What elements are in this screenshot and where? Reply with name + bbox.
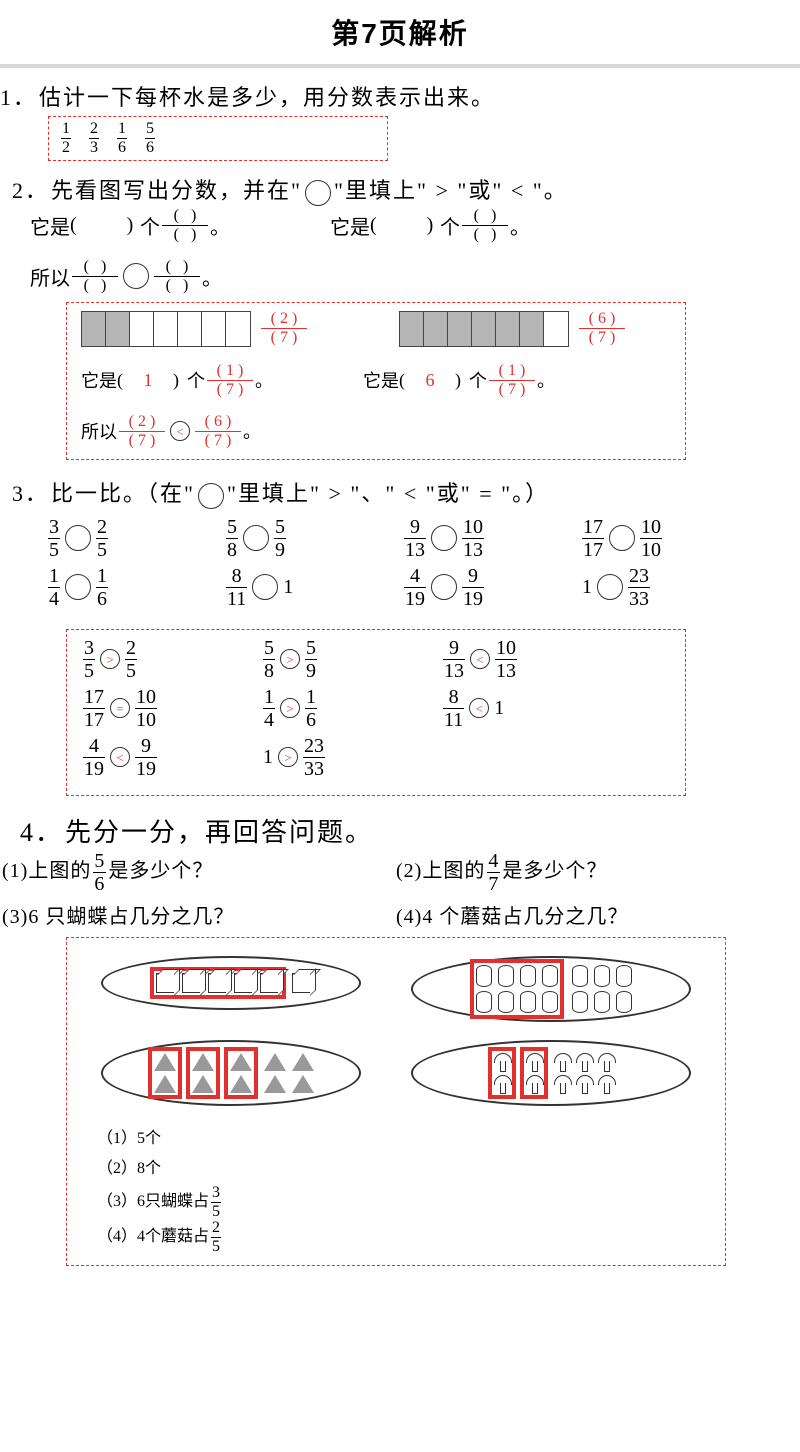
period: 。: [243, 418, 261, 444]
q3-item: 1416: [46, 566, 216, 609]
q4-ans-4: （4）4个蘑菇占25: [97, 1220, 711, 1255]
q3-item: 3525: [46, 517, 216, 560]
label-ge: 个: [187, 367, 205, 393]
q1-answer-box: 12231656: [48, 116, 388, 161]
q3-item: 9131013: [402, 517, 572, 560]
q3-ans-item: 913<1013: [441, 638, 581, 681]
question-4: 4．先分一分，再回答问题。: [0, 810, 800, 851]
q4-ans-3: （3）6只蝴蝶占35: [97, 1185, 711, 1220]
q3-item: 5859: [224, 517, 394, 560]
circle-placeholder: [198, 483, 224, 509]
label-it-is: 它是: [330, 211, 370, 240]
q3-item: 12333: [580, 566, 750, 609]
q4-sub1: (1)上图的56是多少个？: [2, 851, 396, 894]
q2-num: 2．: [12, 178, 49, 203]
period: 。: [202, 262, 222, 291]
q4-sub-questions: (1)上图的56是多少个？ (2)上图的47是多少个？ (3)6 只蝴蝶占几分之…: [0, 851, 800, 929]
period: 。: [210, 211, 230, 240]
q2-ans-cmp-r: 67: [195, 414, 241, 449]
q4-ans-1: （1）5个: [97, 1124, 711, 1154]
period: 。: [255, 367, 273, 393]
label-it-is: 它是: [81, 367, 117, 393]
q3-ans-item: 1>2333: [261, 736, 401, 779]
q3-item: 8111: [224, 566, 394, 609]
label-it-is: 它是: [30, 211, 70, 240]
q3-text-b: "里填上" > "、" < "或" = "。）: [227, 481, 549, 506]
q4-sub2: (2)上图的47是多少个？: [396, 851, 790, 894]
blank-frac: [162, 208, 208, 243]
blank-count: [370, 214, 440, 237]
q2-ans-right-frac: 67: [579, 311, 625, 346]
q2-ans-right-count: 6: [399, 370, 469, 391]
q3-answer-box: 35>25 58>59 913<1013 1717=1010 14>16 811<1 419…: [66, 629, 686, 796]
question-1: 1．估计一下每杯水是多少，用分数表示出来。: [0, 78, 800, 114]
blank-frac: [462, 208, 508, 243]
q2-text-a: 先看图写出分数，并在": [51, 178, 302, 203]
q1-text: 估计一下每杯水是多少，用分数表示出来。: [39, 85, 495, 110]
q2-ans-right-unit: 17: [489, 363, 535, 398]
blank-frac: [72, 259, 118, 294]
label-ge: 个: [140, 211, 160, 240]
q3-ans-item: 58>59: [261, 638, 401, 681]
q3-ans-item: 35>25: [81, 638, 221, 681]
q3-num: 3．: [12, 481, 49, 506]
label-so: 所以: [30, 262, 70, 291]
q3-item: 419919: [402, 566, 572, 609]
q4-sub4: (4)4 个蘑菇占几分之几？: [396, 900, 790, 929]
q4-diagram-cubes: [101, 956, 371, 1022]
q4-ans-2: （2）8个: [97, 1154, 711, 1184]
period: 。: [510, 211, 530, 240]
circle-placeholder: [123, 263, 149, 289]
q2-text-b: "里填上" > "或" < "。: [334, 178, 568, 203]
question-3: 3．比一比。（在" "里填上" > "、" < "或" = "。）: [0, 474, 800, 511]
q4-diagram-cyls: [411, 956, 691, 1022]
q1-num: 1．: [0, 85, 37, 110]
q3-item: 17171010: [580, 517, 750, 560]
q2-ans-cmp-op: <: [170, 421, 190, 441]
q4-text-answers: （1）5个 （2）8个 （3）6只蝴蝶占35 （4）4个蘑菇占25: [81, 1116, 711, 1255]
label-so: 所以: [81, 418, 117, 444]
q4-sub3: (3)6 只蝴蝶占几分之几？: [2, 900, 396, 929]
label-ge: 个: [469, 367, 487, 393]
q2-ans-cmp-l: 27: [119, 414, 165, 449]
q2-blanks-row1: 它是 个 。 它是 个 。: [0, 208, 800, 249]
page-title: 第7页解析: [0, 0, 800, 58]
q2-blanks-row2: 所以 。: [0, 259, 800, 294]
circle-placeholder: [305, 180, 331, 206]
q2-ans-left-count: 1: [117, 370, 187, 391]
q3-problems: 35255859913101317171010 14168111419919123…: [0, 511, 800, 621]
q2-answer-box: 27 67 它是 1 个 17 。 它是 6 个 17 。 所以 27 < 67: [66, 302, 686, 460]
label-it-is: 它是: [363, 367, 399, 393]
blank-count: [70, 214, 140, 237]
q3-ans-item: 14>16: [261, 687, 401, 730]
q4-num: 4．: [20, 818, 63, 847]
q4-diagram-butterflies: [101, 1040, 371, 1106]
question-2: 2．先看图写出分数，并在" "里填上" > "或" < "。: [0, 171, 800, 208]
label-ge: 个: [440, 211, 460, 240]
q2-ans-left-unit: 17: [207, 363, 253, 398]
q4-diagram-mushrooms: [411, 1040, 691, 1106]
q2-ans-left-frac: 27: [261, 311, 307, 346]
q3-ans-item: 811<1: [441, 687, 581, 730]
q3-ans-item: 419<919: [81, 736, 221, 779]
q2-ans-right-strip: 67: [399, 311, 627, 347]
q4-answer-box: （1）5个 （2）8个 （3）6只蝴蝶占35 （4）4个蘑菇占25: [66, 937, 726, 1266]
q4-text: 先分一分，再回答问题。: [65, 818, 373, 847]
period: 。: [537, 367, 555, 393]
q3-text-a: 比一比。（在": [51, 481, 195, 506]
q2-ans-left-strip: 27: [81, 311, 309, 347]
blank-frac: [154, 259, 200, 294]
divider: [0, 64, 800, 68]
q3-ans-item: 1717=1010: [81, 687, 221, 730]
